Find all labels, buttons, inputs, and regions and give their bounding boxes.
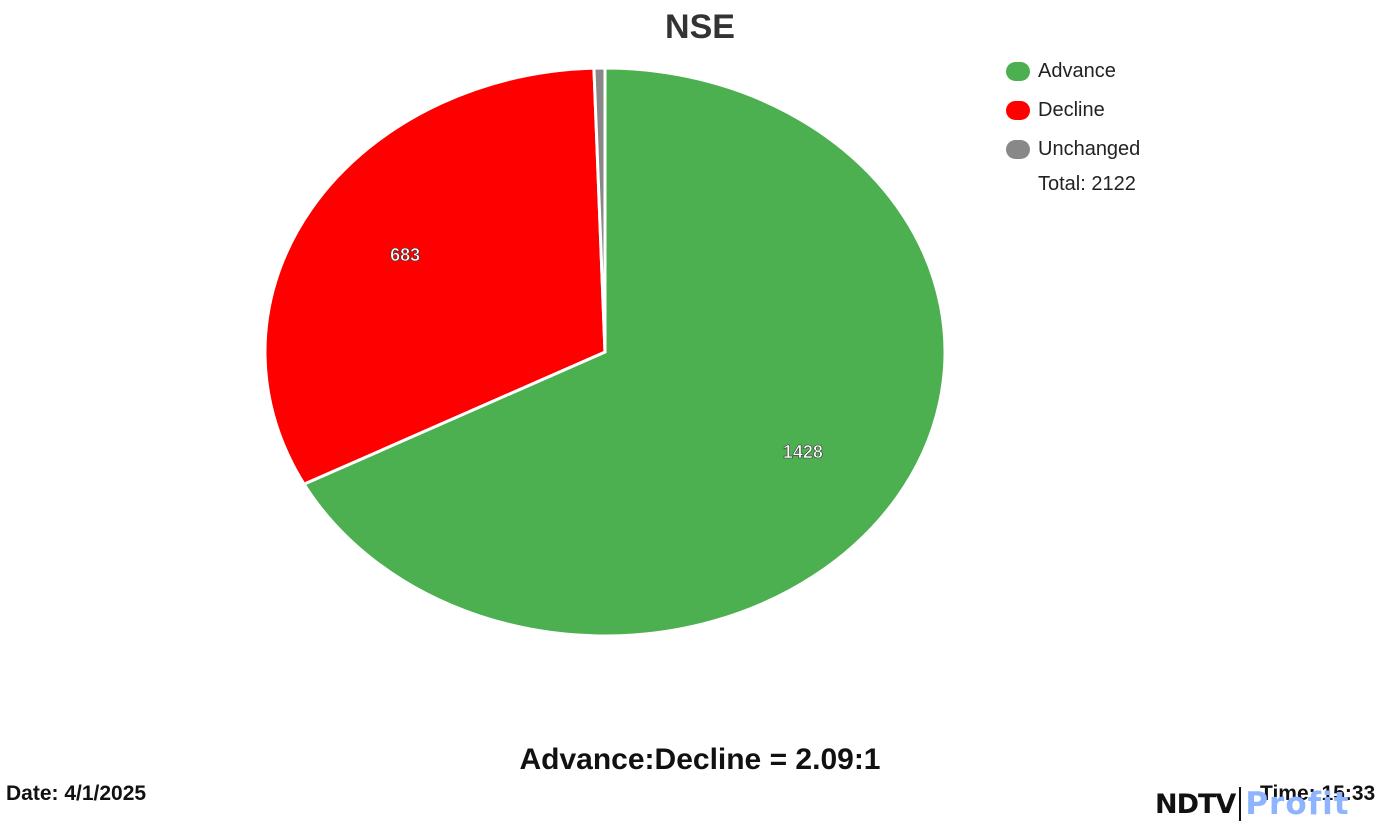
data-label-decline: 683 bbox=[390, 245, 420, 265]
brand-separator bbox=[1239, 787, 1242, 821]
legend-total: Total: 2122 bbox=[1038, 173, 1136, 195]
time-label: Time: 15:33 bbox=[1260, 782, 1376, 805]
pie-slice-advance[interactable] bbox=[302, 66, 947, 638]
legend-item-decline[interactable]: Decline bbox=[1006, 91, 1140, 130]
legend-label-advance: Advance bbox=[1038, 60, 1116, 82]
legend-swatch-decline bbox=[1006, 101, 1030, 120]
chart-title: NSE bbox=[665, 8, 735, 46]
date-label: Date: 4/1/2025 bbox=[6, 782, 147, 805]
pie-slice-decline[interactable] bbox=[263, 66, 607, 486]
legend-item-advance[interactable]: Advance bbox=[1006, 52, 1140, 91]
brand-profit: Profit bbox=[1245, 786, 1350, 822]
data-label-advance: 1428 bbox=[783, 442, 823, 462]
legend-label-unchanged: Unchanged bbox=[1038, 138, 1141, 160]
legend-swatch-advance bbox=[1006, 62, 1030, 81]
advance-decline-ratio: Advance:Decline = 2.09:1 bbox=[519, 743, 881, 776]
legend-label-decline: Decline bbox=[1038, 99, 1105, 121]
legend-swatch-unchanged bbox=[1006, 140, 1030, 159]
brand-ndtv: NDTV bbox=[1155, 788, 1236, 820]
ndtv-profit-logo: NDTV Profit bbox=[1155, 784, 1350, 824]
pie-slice-unchanged[interactable] bbox=[592, 66, 607, 354]
legend: Advance Decline Unchanged Total: 2122 bbox=[1006, 52, 1140, 199]
legend-item-unchanged[interactable]: Unchanged bbox=[1006, 130, 1140, 169]
